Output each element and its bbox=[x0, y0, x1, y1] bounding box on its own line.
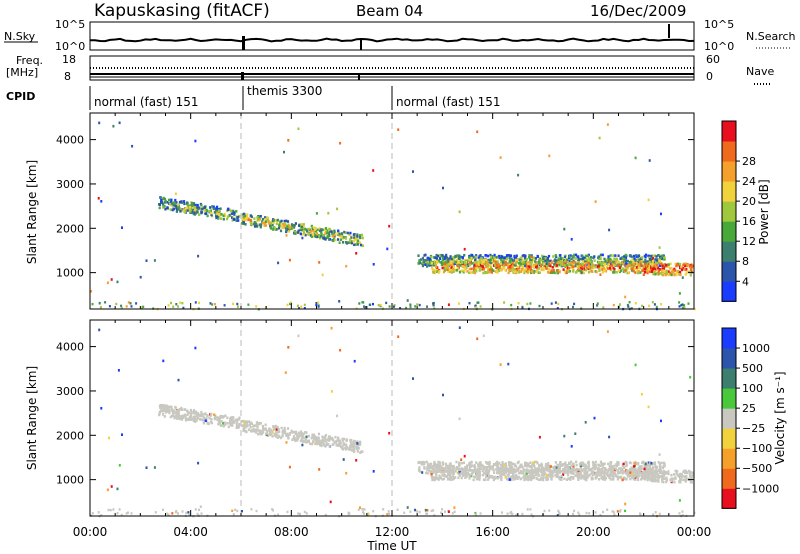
velocity-colorbar-label: Velocity [m s⁻¹] bbox=[773, 371, 787, 464]
nsky-tick-bottom-left: 10^0 bbox=[55, 40, 85, 53]
colorbar-tick: 12 bbox=[742, 235, 756, 248]
nsky-dip-06 bbox=[242, 36, 245, 50]
colorbar-tick: 20 bbox=[742, 195, 756, 208]
time-tick: 00:00 bbox=[677, 525, 712, 539]
station-title: Kapuskasing (fitACF) bbox=[94, 1, 270, 21]
power-panel: 1000 2000 3000 4000 Slant Range [km] 4 8 12 16… bbox=[25, 112, 771, 311]
colorbar-tick: −100 bbox=[742, 442, 772, 455]
freq-unit: [MHz] bbox=[6, 66, 38, 79]
ytick-1000: 1000 bbox=[56, 474, 84, 487]
colorbar-tick: 100 bbox=[742, 382, 763, 395]
time-tick: 00:00 bbox=[73, 525, 108, 539]
velocity-axes: 1000 2000 3000 4000 bbox=[56, 320, 695, 516]
power-axes: 1000 2000 3000 4000 bbox=[56, 113, 695, 309]
ytick-4000: 4000 bbox=[56, 341, 84, 354]
nsky-panel: N.Sky 10^5 10^0 10^5 10^0 N.Search bbox=[4, 18, 796, 53]
colorbar-tick: 16 bbox=[742, 215, 756, 228]
cpid-panel: CPID normal (fast) 151 themis 3300 norma… bbox=[6, 84, 500, 110]
ytick-2000: 2000 bbox=[56, 429, 84, 442]
colorbar-tick: −500 bbox=[742, 462, 772, 475]
freq-tick-bottom-left: 8 bbox=[64, 70, 71, 83]
nsky-trace bbox=[89, 37, 695, 43]
nsky-tick-top-left: 10^5 bbox=[55, 18, 85, 31]
ytick-3000: 3000 bbox=[56, 178, 84, 191]
colorbar-tick: 8 bbox=[742, 255, 749, 268]
ytick-3000: 3000 bbox=[56, 385, 84, 398]
nsky-tick-top-right: 10^5 bbox=[704, 18, 734, 31]
time-tick: 12:00 bbox=[375, 525, 410, 539]
nsky-tick-bottom-right: 10^0 bbox=[704, 40, 734, 53]
colorbar-tick: 4 bbox=[742, 275, 749, 288]
power-echoes bbox=[90, 113, 696, 311]
velocity-panel: 1000 2000 3000 4000 Slant Range [km] 1000 50… bbox=[25, 319, 787, 518]
velocity-echoes bbox=[90, 320, 696, 518]
nsky-spike-23 bbox=[668, 24, 670, 38]
ytick-2000: 2000 bbox=[56, 222, 84, 235]
time-axis-label: Time UT bbox=[366, 539, 417, 553]
cpid-label: CPID bbox=[6, 90, 35, 103]
velocity-ylabel: Slant Range [km] bbox=[25, 366, 39, 470]
nave-tick-bottom: 0 bbox=[706, 70, 713, 83]
colorbar-tick: 500 bbox=[742, 362, 763, 375]
velocity-colorbar: 1000 500 100 25 −25 −100 −500 −1000 bbox=[721, 327, 779, 509]
time-tick: 20:00 bbox=[576, 525, 611, 539]
colorbar-tick: 25 bbox=[742, 402, 756, 415]
power-colorbar: 4 8 12 16 20 24 28 bbox=[721, 120, 756, 302]
date-title: 16/Dec/2009 bbox=[590, 2, 686, 20]
power-colorbar-label: Power [dB] bbox=[757, 179, 771, 244]
time-tick: 08:00 bbox=[274, 525, 309, 539]
nave-label: Nave bbox=[746, 65, 774, 78]
time-tick: 04:00 bbox=[173, 525, 208, 539]
colorbar-tick: −1000 bbox=[742, 482, 779, 495]
freq-panel: Freq. [MHz] 18 8 60 0 Nave bbox=[6, 53, 774, 85]
ytick-4000: 4000 bbox=[56, 134, 84, 147]
ytick-1000: 1000 bbox=[56, 267, 84, 280]
cpid-segment-1: themis 3300 bbox=[247, 84, 322, 98]
time-tick: 16:00 bbox=[475, 525, 510, 539]
freq-tick-top-left: 18 bbox=[62, 53, 76, 66]
colorbar-tick: 24 bbox=[742, 175, 756, 188]
cpid-segment-0: normal (fast) 151 bbox=[94, 95, 198, 109]
nsky-label: N.Sky bbox=[4, 30, 36, 43]
colorbar-tick: 1000 bbox=[742, 342, 770, 355]
nsky-dip-11 bbox=[360, 38, 362, 50]
time-axis: 00:00 04:00 08:00 12:00 16:00 20:00 00:00 bbox=[73, 525, 712, 539]
cpid-segment-2: normal (fast) 151 bbox=[396, 95, 500, 109]
nsearch-label: N.Search bbox=[746, 30, 796, 43]
beam-title: Beam 04 bbox=[356, 2, 423, 20]
power-ylabel: Slant Range [km] bbox=[25, 160, 39, 264]
colorbar-tick: −25 bbox=[742, 422, 765, 435]
nave-tick-top: 60 bbox=[706, 53, 720, 66]
colorbar-tick: 28 bbox=[742, 155, 756, 168]
freq-label: Freq. bbox=[16, 54, 43, 67]
